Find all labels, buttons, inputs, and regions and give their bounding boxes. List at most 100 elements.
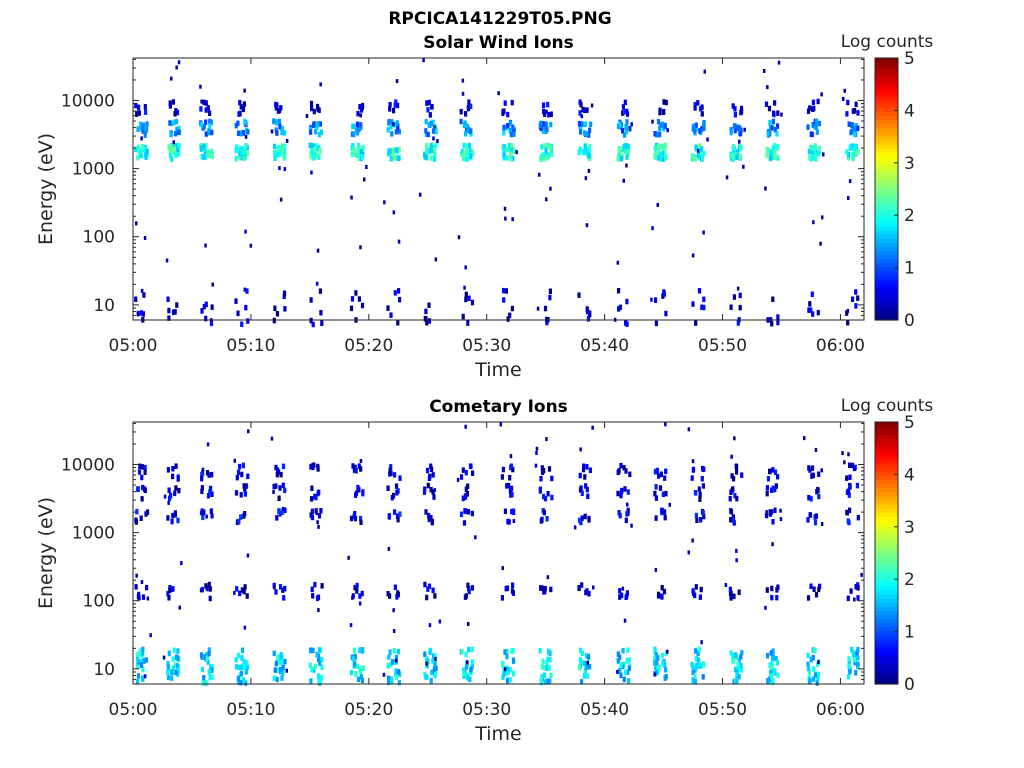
heatmap-cell (352, 147, 356, 153)
heatmap-cell (281, 146, 285, 153)
heatmap-cell (508, 666, 513, 673)
colorbar-segment (875, 434, 898, 439)
heatmap-cell (617, 668, 621, 674)
colorbar-segment (875, 234, 898, 239)
heatmap-cell (700, 111, 704, 117)
heatmap-cell (176, 129, 180, 136)
heatmap-cell (624, 594, 628, 600)
heatmap-cell (542, 121, 546, 127)
heatmap-cell (428, 112, 432, 118)
heatmap-cell (766, 653, 770, 659)
heatmap-cell (171, 656, 175, 662)
heatmap-cell (465, 664, 469, 670)
heatmap-cell (465, 143, 469, 150)
heatmap-cell (456, 477, 460, 482)
heatmap-cell (432, 124, 437, 130)
heatmap-cell (210, 129, 214, 136)
heatmap-cell (317, 489, 321, 496)
heatmap-cell (734, 652, 738, 658)
heatmap-cell (398, 511, 402, 517)
heatmap-cell (626, 150, 630, 157)
heatmap-cell (624, 128, 629, 135)
colorbar-segment (875, 512, 898, 517)
heatmap-cell (506, 316, 510, 322)
heatmap-cell (204, 107, 208, 113)
heatmap-cell (848, 145, 852, 151)
heatmap-cell (654, 669, 658, 675)
colorbar-segment (875, 548, 898, 554)
colorbar-segment (875, 58, 898, 63)
heatmap-cell (236, 130, 241, 136)
heatmap-cell (701, 483, 705, 489)
heatmap-cell (392, 629, 396, 633)
heatmap-cell (819, 241, 822, 246)
heatmap-cell (210, 148, 214, 155)
colorbar-segment (875, 168, 898, 174)
heatmap-cell (317, 145, 321, 151)
heatmap-cell (809, 144, 813, 151)
colorbar-tick-label: 0 (904, 311, 915, 331)
heatmap-cell (280, 129, 284, 135)
heatmap-cell (433, 152, 437, 158)
heatmap-cell (658, 151, 662, 157)
colorbar-segment (875, 675, 898, 681)
heatmap-cell (622, 144, 626, 150)
heatmap-cell (240, 655, 244, 661)
heatmap-cell (433, 660, 437, 666)
heatmap-cell (592, 585, 595, 590)
heatmap-cell (355, 663, 360, 669)
heatmap-cell (697, 649, 701, 656)
heatmap-cell (856, 295, 860, 301)
x-tick-label: 05:50 (698, 336, 747, 356)
heatmap-cell (653, 297, 658, 303)
heatmap-cell (316, 520, 319, 525)
heatmap-cell (588, 467, 592, 473)
heatmap-cell (234, 147, 238, 154)
heatmap-cell (664, 310, 668, 317)
heatmap-cell (314, 128, 318, 135)
heatmap-cell (432, 668, 437, 674)
heatmap-cell (310, 666, 314, 673)
heatmap-cell (202, 123, 206, 130)
x-tick-label: 05:10 (226, 336, 275, 356)
heatmap-cell (811, 99, 815, 106)
heatmap-cell (623, 99, 627, 106)
heatmap-cell (315, 124, 319, 130)
heatmap-cell (309, 297, 313, 303)
heatmap-cell (238, 590, 242, 597)
heatmap-cell (770, 487, 774, 493)
heatmap-cell (622, 108, 627, 115)
heatmap-cell (139, 515, 143, 521)
heatmap-cell (853, 657, 857, 663)
heatmap-cell (168, 587, 172, 594)
heatmap-cell (816, 309, 820, 316)
heatmap-cell (658, 125, 662, 132)
heatmap-cell (542, 143, 547, 149)
heatmap-cell (242, 664, 246, 671)
heatmap-cell (319, 82, 322, 87)
heatmap-cell (691, 538, 694, 543)
heatmap-cell (502, 287, 506, 294)
heatmap-cell (653, 646, 657, 653)
heatmap-cell (860, 572, 863, 577)
heatmap-cell (387, 150, 391, 156)
heatmap-cell (587, 517, 591, 523)
heatmap-cell (388, 593, 392, 599)
colorbar-segment (875, 614, 898, 620)
heatmap-cell (320, 657, 324, 663)
heatmap-cell (620, 487, 624, 494)
heatmap-cell (738, 292, 742, 299)
heatmap-cell (578, 472, 582, 479)
heatmap-cell (397, 680, 401, 686)
heatmap-cell (538, 172, 541, 177)
heatmap-cell (549, 150, 553, 156)
heatmap-cell (619, 492, 623, 499)
heatmap-cell (141, 127, 145, 133)
heatmap-cell (770, 673, 774, 679)
heatmap-cell (280, 675, 284, 681)
heatmap-cell (773, 100, 777, 106)
heatmap-cell (622, 178, 625, 183)
heatmap-cell (735, 558, 738, 563)
heatmap-cell (585, 306, 589, 312)
heatmap-cell (656, 655, 660, 661)
